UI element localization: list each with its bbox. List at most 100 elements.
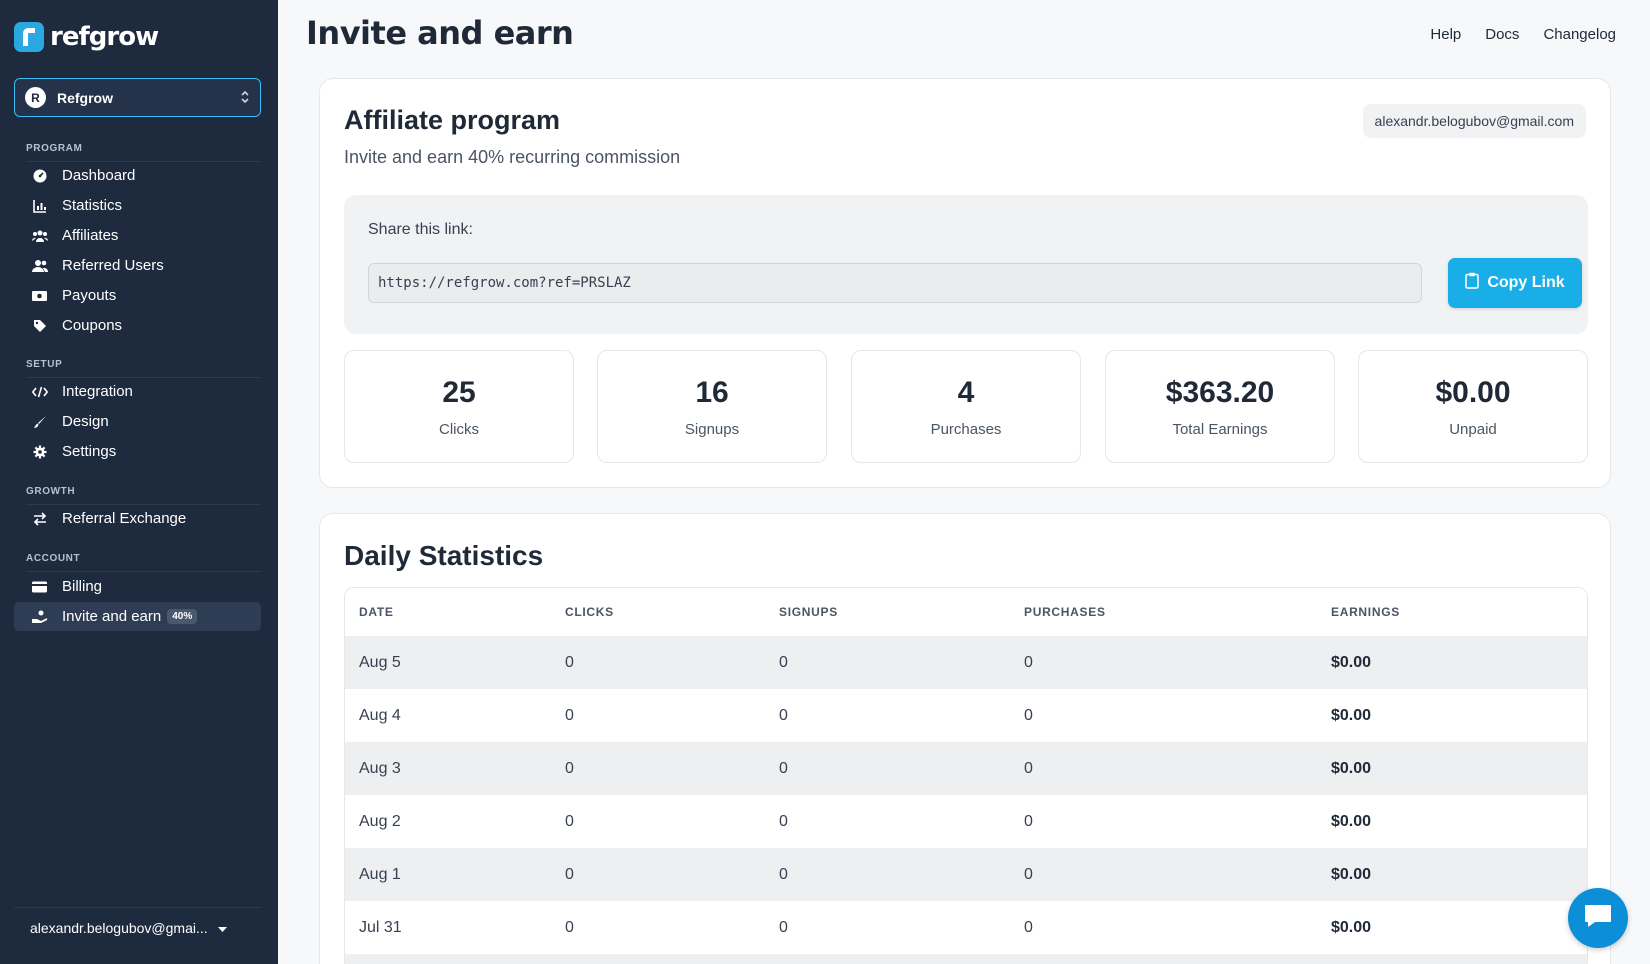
table-row: Jul 31 0 0 0 $0.00 bbox=[345, 901, 1587, 954]
affiliate-program-card: Affiliate program Invite and earn 40% re… bbox=[319, 78, 1611, 488]
sidebar-item-label: Design bbox=[62, 413, 109, 430]
sidebar-item-label: Dashboard bbox=[62, 167, 136, 184]
cell-date: Aug 1 bbox=[345, 848, 551, 901]
metric-value: $0.00 bbox=[1435, 376, 1511, 409]
sidebar-item-label: Integration bbox=[62, 383, 133, 400]
table-row: Aug 5 0 0 0 $0.00 bbox=[345, 636, 1587, 689]
referral-link-input[interactable] bbox=[368, 263, 1422, 303]
commission-badge: 40% bbox=[167, 609, 198, 624]
section-divider bbox=[26, 504, 261, 505]
sidebar-item-label: Referral Exchange bbox=[62, 510, 187, 527]
share-link-box: Share this link: Copy Link bbox=[344, 195, 1588, 334]
column-header-clicks: CLICKS bbox=[551, 588, 765, 636]
chat-icon bbox=[1583, 902, 1613, 935]
cell-earnings: $0.00 bbox=[1331, 918, 1372, 936]
daily-statistics-title: Daily Statistics bbox=[344, 540, 544, 571]
column-header-date: DATE bbox=[345, 588, 551, 636]
footer-divider bbox=[14, 907, 261, 908]
sidebar-item-label: Payouts bbox=[62, 287, 117, 304]
sidebar-item-referral-exchange[interactable]: Referral Exchange bbox=[14, 504, 261, 533]
section-label-setup: SETUP bbox=[26, 359, 63, 370]
metric-value: 4 bbox=[957, 376, 975, 409]
cell-purchases: 0 bbox=[1010, 848, 1317, 901]
brand-logo[interactable]: refgrow bbox=[14, 22, 159, 52]
clipboard-icon bbox=[1465, 272, 1480, 294]
changelog-link[interactable]: Changelog bbox=[1543, 26, 1616, 43]
column-header-signups: SIGNUPS bbox=[765, 588, 1010, 636]
metric-value: 16 bbox=[695, 376, 729, 409]
table-header-row: DATE CLICKS SIGNUPS PURCHASES EARNINGS bbox=[345, 588, 1587, 636]
sidebar: refgrow R Refgrow PROGRAM Dashboard Stat… bbox=[0, 0, 278, 964]
credit-card-icon bbox=[32, 579, 48, 595]
cell-date: Aug 5 bbox=[345, 636, 551, 689]
cell-date: Aug 2 bbox=[359, 812, 401, 830]
metric-label: Unpaid bbox=[1449, 421, 1497, 438]
caret-down-icon bbox=[217, 920, 227, 936]
sidebar-item-label: Coupons bbox=[62, 317, 123, 334]
chart-icon bbox=[32, 198, 48, 214]
section-divider bbox=[26, 571, 261, 572]
cell-earnings: $0.00 bbox=[1317, 636, 1587, 689]
refgrow-logo-icon bbox=[14, 22, 44, 52]
copy-link-button[interactable]: Copy Link bbox=[1448, 258, 1582, 308]
metric-card-unpaid: $0.00 Unpaid bbox=[1358, 350, 1588, 463]
sidebar-item-dashboard[interactable]: Dashboard bbox=[14, 161, 261, 190]
sidebar-item-statistics[interactable]: Statistics bbox=[14, 191, 261, 220]
sidebar-item-billing[interactable]: Billing bbox=[14, 572, 261, 601]
sidebar-item-label: Affiliates bbox=[62, 227, 119, 244]
table-row: Aug 2 0 0 0 $0.00 bbox=[345, 795, 1587, 848]
column-header-purchases: PURCHASES bbox=[1010, 588, 1317, 636]
daily-statistics-table: DATE CLICKS SIGNUPS PURCHASES EARNINGS A… bbox=[344, 587, 1588, 964]
table-row bbox=[345, 954, 1587, 964]
sidebar-item-referred-users[interactable]: Referred Users bbox=[14, 251, 261, 280]
daily-statistics-card: Daily Statistics DATE CLICKS SIGNUPS PUR… bbox=[319, 513, 1611, 964]
cell-date: Aug 4 bbox=[359, 706, 401, 724]
cell-signups: 0 bbox=[765, 848, 1010, 901]
cell-purchases: 0 bbox=[1024, 706, 1033, 724]
brush-icon bbox=[32, 414, 48, 430]
affiliate-title: Affiliate program bbox=[344, 105, 561, 135]
cell-earnings: $0.00 bbox=[1331, 812, 1372, 830]
sidebar-item-affiliates[interactable]: Affiliates bbox=[14, 221, 261, 250]
sidebar-item-payouts[interactable]: Payouts bbox=[14, 281, 261, 310]
cell-date: Aug 3 bbox=[345, 742, 551, 795]
table-row: Aug 3 0 0 0 $0.00 bbox=[345, 742, 1587, 795]
metric-card-purchases: 4 Purchases bbox=[851, 350, 1081, 463]
org-avatar: R bbox=[25, 87, 46, 108]
metric-card-total-earnings: $363.20 Total Earnings bbox=[1105, 350, 1335, 463]
docs-link[interactable]: Docs bbox=[1485, 26, 1520, 43]
metric-label: Total Earnings bbox=[1172, 421, 1268, 438]
sidebar-item-label: Settings bbox=[62, 443, 117, 460]
cell-purchases bbox=[1010, 954, 1317, 964]
sidebar-item-invite-and-earn[interactable]: Invite and earn 40% bbox=[14, 602, 261, 631]
org-switcher[interactable]: R Refgrow bbox=[14, 78, 261, 117]
gear-icon bbox=[32, 444, 48, 460]
account-email: alexandr.belogubov@gmai... bbox=[30, 920, 208, 936]
cell-signups bbox=[765, 954, 1010, 964]
page-title: Invite and earn bbox=[306, 14, 574, 52]
cell-clicks: 0 bbox=[565, 706, 574, 724]
affiliate-subtitle: Invite and earn 40% recurring commission bbox=[344, 147, 681, 167]
metric-card-clicks: 25 Clicks bbox=[344, 350, 574, 463]
cell-date bbox=[345, 954, 551, 964]
cell-purchases: 0 bbox=[1024, 918, 1033, 936]
account-menu[interactable]: alexandr.belogubov@gmai... bbox=[30, 920, 227, 936]
sidebar-item-coupons[interactable]: Coupons bbox=[14, 311, 261, 340]
section-divider bbox=[26, 161, 261, 162]
cell-earnings: $0.00 bbox=[1317, 848, 1587, 901]
chat-widget-button[interactable] bbox=[1568, 888, 1628, 948]
cell-clicks: 0 bbox=[565, 812, 574, 830]
help-link[interactable]: Help bbox=[1430, 26, 1462, 43]
section-label-account: ACCOUNT bbox=[26, 553, 81, 564]
cell-clicks: 0 bbox=[551, 636, 765, 689]
sidebar-item-label: Statistics bbox=[62, 197, 123, 214]
code-icon bbox=[32, 384, 48, 400]
sidebar-item-settings[interactable]: Settings bbox=[14, 437, 261, 466]
section-label-growth: GROWTH bbox=[26, 486, 76, 497]
dashboard-icon bbox=[32, 168, 48, 184]
sidebar-item-integration[interactable]: Integration bbox=[14, 377, 261, 406]
cell-clicks: 0 bbox=[551, 742, 765, 795]
column-header-earnings: EARNINGS bbox=[1317, 588, 1587, 636]
metric-label: Purchases bbox=[930, 421, 1002, 438]
sidebar-item-design[interactable]: Design bbox=[14, 407, 261, 436]
